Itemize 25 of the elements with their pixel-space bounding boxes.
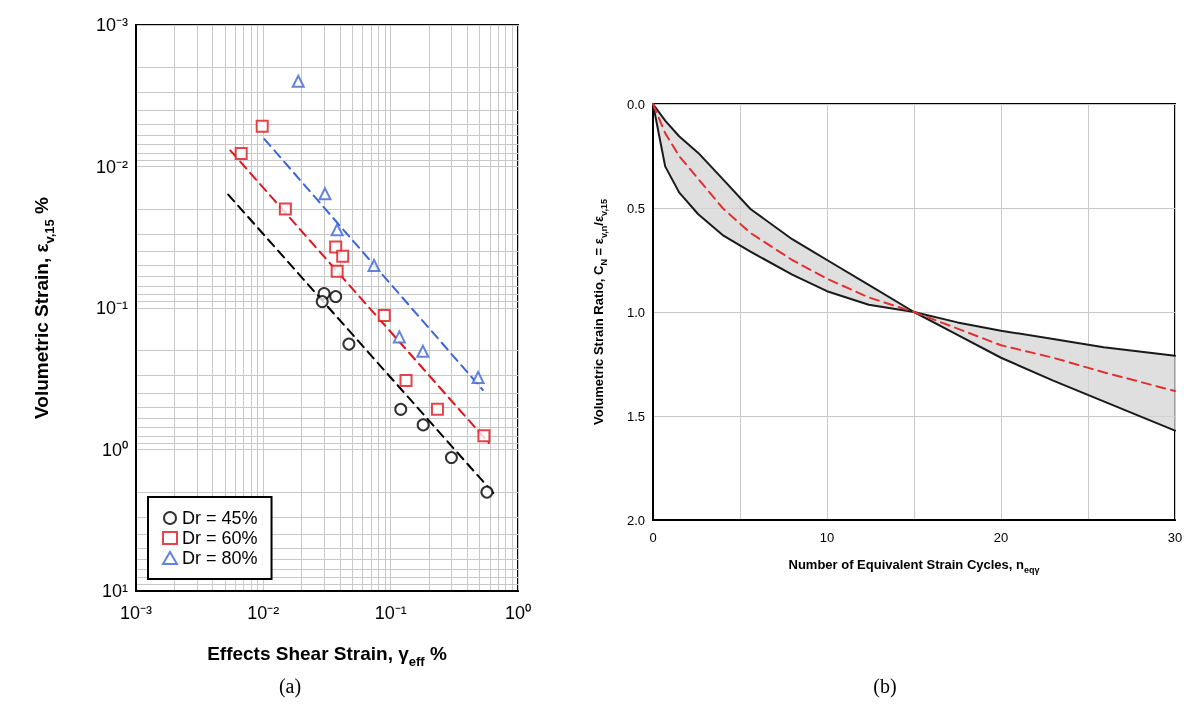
x-tick-label: 10⁰ (504, 602, 532, 623)
y-tick-label: 10⁻³ (95, 15, 129, 35)
y-tick-label: 1.0 (626, 304, 645, 320)
y-tick-label: 10⁻¹ (95, 298, 129, 318)
text: (a) (278, 675, 302, 698)
y-tick-label: 2.0 (626, 512, 645, 528)
x-tick-label: 10 (819, 530, 835, 546)
y-tick-label: 0.5 (626, 200, 645, 216)
x-tick-label: 10⁻¹ (374, 602, 407, 623)
x-tick-label: 10⁻³ (119, 602, 153, 623)
legend-label: Dr = 80% (182, 548, 258, 568)
x-tick-label: 0 (649, 530, 657, 546)
text: (b) (873, 675, 897, 698)
legend-label: Dr = 45% (182, 508, 258, 528)
legend-label: Dr = 60% (182, 528, 258, 548)
y-tick-label: 1.5 (626, 408, 645, 424)
x-tick-label: 30 (1167, 530, 1183, 546)
y-tick-label: 0.0 (626, 96, 645, 112)
y-tick-label: 10⁻² (95, 156, 129, 177)
y-axis-title: Volumetric Strain, εv,15 % (31, 196, 57, 419)
y-tick-label: 10¹ (101, 581, 129, 601)
y-axis-title: Volumetric Strain Ratio, CN = εv,n/εv,15 (590, 199, 609, 425)
x-tick-label: 10⁻² (247, 602, 280, 623)
y-tick-label: 10⁰ (101, 439, 128, 460)
x-tick-label: 20 (993, 530, 1009, 546)
